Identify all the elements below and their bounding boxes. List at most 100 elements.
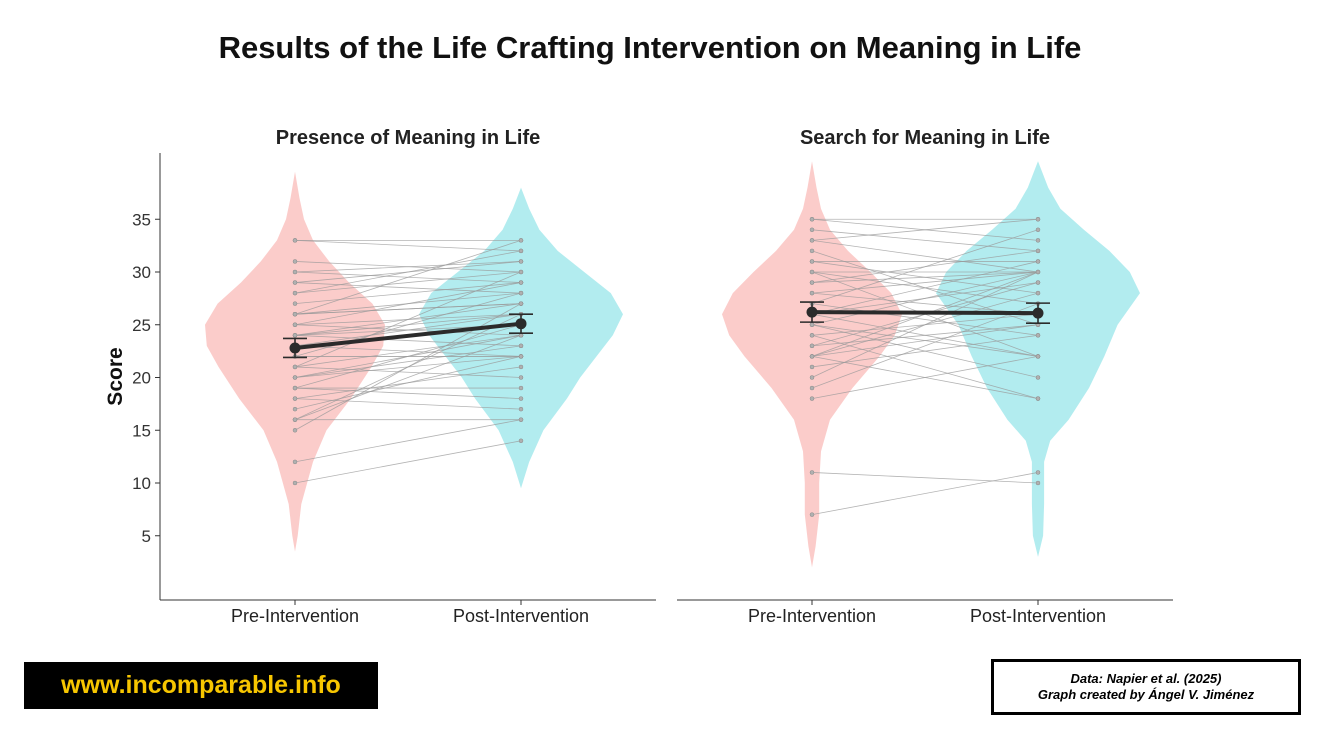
paired-line — [294, 271, 522, 294]
paired-line — [811, 261, 1039, 315]
data-point-pre — [292, 269, 298, 275]
paired-line — [811, 271, 1039, 378]
y-tick-label: 15 — [132, 421, 151, 440]
data-source-credit: Data: Napier et al. (2025) — [1070, 671, 1222, 686]
violin-pre-panel-2 — [722, 161, 902, 568]
paired-line — [294, 419, 522, 463]
data-point-pre — [292, 290, 298, 296]
website-badge[interactable]: www.incomparable.info — [24, 662, 378, 709]
data-point-post — [518, 364, 524, 370]
data-point-pre — [292, 280, 298, 285]
data-point-pre — [809, 364, 815, 370]
data-point-pre — [292, 417, 298, 422]
data-point-post — [1035, 480, 1041, 486]
paired-line — [294, 303, 522, 431]
data-point-post — [518, 396, 524, 401]
data-point-pre — [809, 512, 815, 517]
paired-line — [294, 366, 522, 378]
violin-pre-panel-1 — [205, 171, 385, 552]
paired-line — [811, 356, 1039, 399]
data-point-pre — [292, 480, 298, 486]
paired-line — [811, 472, 1039, 516]
paired-line — [294, 239, 522, 315]
data-point-post — [1035, 227, 1041, 233]
y-tick-label: 20 — [132, 369, 151, 388]
author-credit: Graph created by Ángel V. Jiménez — [1037, 687, 1255, 702]
paired-line — [294, 324, 522, 389]
data-point-post — [518, 354, 524, 359]
data-point-pre — [292, 333, 298, 338]
paired-line — [811, 292, 1039, 315]
y-tick-label: 35 — [132, 210, 151, 229]
data-point-pre — [809, 238, 815, 243]
data-point-pre — [809, 290, 815, 296]
data-point-pre — [292, 406, 298, 412]
y-axis-label: Score — [104, 347, 127, 405]
data-point-pre — [809, 280, 815, 285]
data-point-post — [1035, 375, 1041, 380]
paired-line — [811, 271, 1039, 283]
y-tick-label: 25 — [132, 316, 151, 335]
paired-line — [294, 387, 522, 399]
data-point-post — [518, 248, 524, 254]
data-point-pre — [292, 238, 298, 243]
paired-line — [294, 313, 522, 347]
panel-title: Search for Meaning in Life — [800, 127, 1050, 149]
y-tick-label: 5 — [142, 527, 151, 546]
paired-line — [294, 239, 522, 252]
paired-line — [294, 282, 522, 305]
paired-line — [294, 261, 522, 273]
paired-line — [294, 250, 522, 294]
data-point-post — [1035, 269, 1041, 275]
data-point-pre — [809, 248, 815, 254]
mean-line — [811, 310, 1039, 316]
paired-line — [294, 440, 522, 484]
main-title: Results of the Life Crafting Interventio… — [218, 30, 1082, 65]
paired-line — [294, 282, 522, 326]
panel-title: Presence of Meaning in Life — [276, 127, 541, 149]
data-point-pre — [292, 396, 298, 401]
y-tick-label: 10 — [132, 474, 151, 493]
data-point-pre — [809, 385, 815, 391]
data-point-pre — [292, 385, 298, 391]
paired-line — [294, 303, 522, 315]
data-point-pre — [809, 227, 815, 233]
data-point-pre — [809, 269, 815, 275]
data-point-post — [1035, 470, 1041, 475]
paired-line — [811, 229, 1039, 252]
y-tick-label: 30 — [132, 263, 151, 282]
mean-point — [806, 306, 818, 318]
credit-box: Data: Napier et al. (2025) Graph created… — [991, 659, 1301, 715]
data-point-post — [1035, 217, 1041, 222]
data-point-pre — [809, 354, 815, 359]
mean-point — [289, 342, 301, 354]
data-point-pre — [809, 322, 815, 327]
paired-line — [294, 271, 522, 368]
x-tick-label: Pre-Intervention — [748, 606, 876, 626]
x-tick-label: Post-Intervention — [970, 606, 1106, 626]
paired-line — [811, 334, 1039, 368]
data-point-pre — [809, 396, 815, 401]
paired-line — [811, 218, 1039, 241]
data-point-post — [518, 343, 524, 349]
data-point-pre — [292, 364, 298, 370]
data-point-post — [518, 238, 524, 243]
x-tick-label: Pre-Intervention — [231, 606, 359, 626]
data-point-pre — [809, 333, 815, 338]
data-point-pre — [292, 375, 298, 380]
paired-line — [811, 271, 1039, 326]
data-point-post — [1035, 396, 1041, 401]
paired-line — [294, 334, 522, 347]
data-point-post — [518, 417, 524, 422]
data-point-post — [518, 406, 524, 412]
data-point-post — [518, 290, 524, 296]
mean-line — [294, 321, 522, 350]
data-point-post — [518, 438, 524, 444]
paired-line — [811, 324, 1039, 357]
data-point-pre — [292, 428, 298, 433]
data-point-post — [518, 385, 524, 391]
data-point-pre — [809, 217, 815, 222]
paired-line — [294, 356, 522, 410]
data-point-post — [518, 259, 524, 264]
